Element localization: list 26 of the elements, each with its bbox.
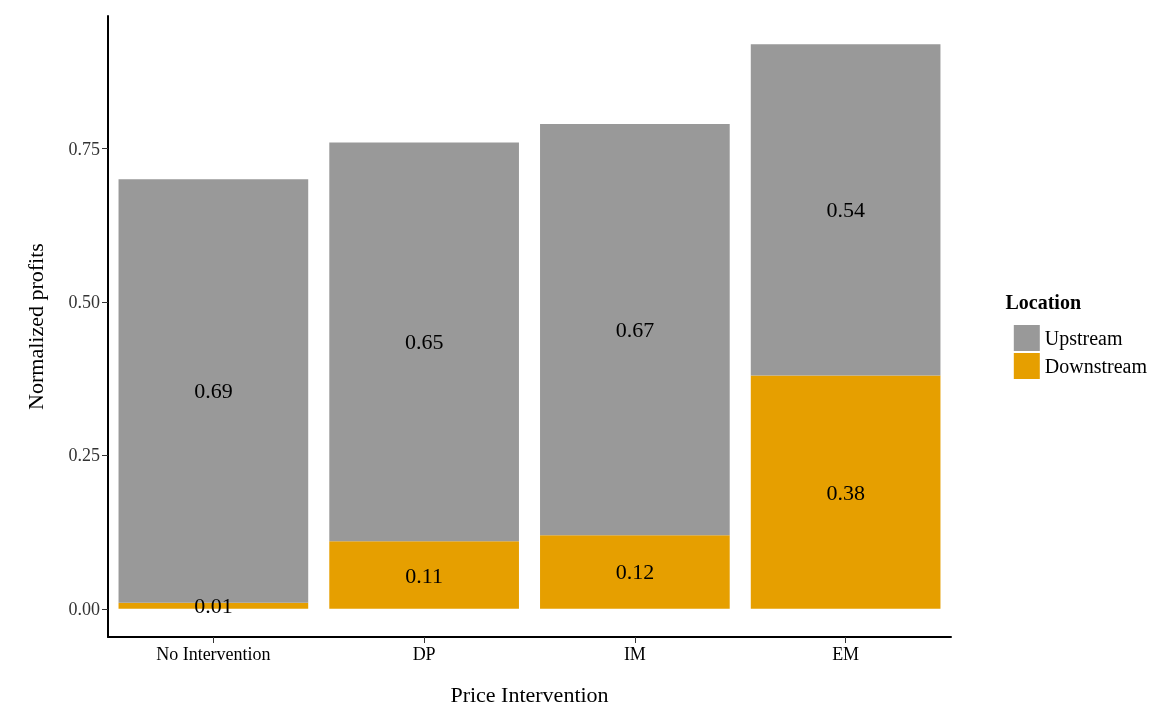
data-label: 0.69 bbox=[194, 378, 233, 404]
y-tick-label: 0.25 bbox=[68, 445, 100, 466]
legend-title: Location bbox=[1005, 291, 1082, 313]
x-tick-label: No Intervention bbox=[156, 644, 271, 664]
bar bbox=[540, 124, 730, 536]
y-axis-title: Normalized profits bbox=[22, 243, 48, 410]
y-tick-label: 0.00 bbox=[68, 598, 100, 619]
legend-label: Upstream bbox=[1044, 327, 1123, 350]
data-label: 0.54 bbox=[826, 197, 865, 223]
data-label: 0.65 bbox=[404, 329, 444, 355]
bar bbox=[329, 142, 519, 542]
x-axis-title: Price Intervention bbox=[450, 681, 609, 707]
data-label: 0.11 bbox=[405, 562, 443, 588]
data-label: 0.67 bbox=[615, 317, 655, 343]
y-tick-label: 0.75 bbox=[68, 138, 100, 159]
x-tick-label: EM bbox=[832, 644, 860, 664]
y-tick-label: 0.50 bbox=[68, 291, 100, 312]
legend-label: Downstream bbox=[1044, 355, 1148, 377]
bar bbox=[329, 541, 519, 609]
bar bbox=[750, 44, 941, 376]
x-tick-label: IM bbox=[623, 644, 646, 664]
data-label: 0.38 bbox=[826, 479, 865, 505]
bar bbox=[540, 535, 730, 609]
x-tick-label: DP bbox=[412, 644, 436, 664]
bar bbox=[750, 375, 941, 609]
data-label: 0.12 bbox=[615, 559, 655, 585]
